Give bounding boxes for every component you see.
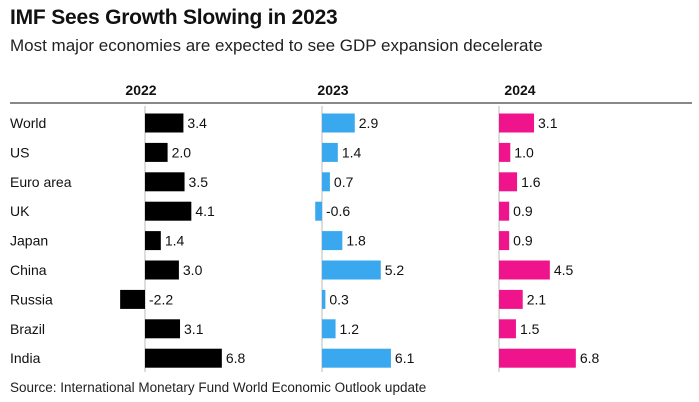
value-label-2024-china: 4.5: [554, 262, 574, 278]
value-label-2023-uk: -0.6: [326, 203, 350, 219]
value-label-2023-russia: 0.3: [329, 291, 349, 307]
value-label-2022-uk: 4.1: [195, 203, 215, 219]
bar-2022-russia: [120, 289, 145, 309]
bar-2023-india: [322, 348, 391, 368]
row-label-us: US: [10, 144, 29, 160]
column-header-2022: 2022: [125, 82, 156, 98]
row-label-euro-area: Euro area: [10, 174, 72, 190]
bar-2023-japan: [322, 231, 343, 251]
bar-2024-brazil: [499, 319, 516, 339]
value-label-2022-china: 3.0: [183, 262, 203, 278]
bar-2023-world: [322, 113, 355, 133]
value-label-2023-japan: 1.8: [346, 233, 366, 249]
bar-2022-world: [145, 113, 184, 133]
row-label-brazil: Brazil: [10, 321, 45, 337]
value-label-2024-us: 1.0: [514, 144, 534, 160]
bar-2022-japan: [145, 231, 161, 251]
bar-2022-uk: [145, 201, 192, 221]
value-label-2024-india: 6.8: [580, 350, 600, 366]
row-label-world: World: [10, 115, 46, 131]
value-label-2022-brazil: 3.1: [184, 321, 204, 337]
bar-2024-world: [499, 113, 535, 133]
row-label-japan: Japan: [10, 233, 48, 249]
row-label-uk: UK: [10, 203, 30, 219]
value-label-2024-uk: 0.9: [513, 203, 533, 219]
bar-2023-euro-area: [322, 172, 330, 192]
bar-2022-brazil: [145, 319, 181, 339]
value-label-2024-brazil: 1.5: [520, 321, 540, 337]
value-label-2023-brazil: 1.2: [340, 321, 360, 337]
bar-2024-euro-area: [499, 172, 518, 192]
value-label-2022-world: 3.4: [187, 115, 207, 131]
bar-2024-russia: [499, 289, 523, 309]
value-label-2023-world: 2.9: [359, 115, 379, 131]
value-label-2022-russia: -2.2: [149, 291, 173, 307]
value-label-2024-world: 3.1: [538, 115, 558, 131]
bar-2024-uk: [499, 201, 510, 221]
value-label-2023-india: 6.1: [395, 350, 415, 366]
bar-2024-china: [499, 260, 550, 280]
row-label-india: India: [10, 350, 41, 366]
value-label-2024-russia: 2.1: [527, 291, 547, 307]
value-label-2022-india: 6.8: [226, 350, 246, 366]
bar-2022-euro-area: [145, 172, 185, 192]
bar-2023-uk: [315, 201, 322, 221]
bar-2022-india: [145, 348, 222, 368]
value-label-2024-euro-area: 1.6: [521, 174, 541, 190]
column-header-2024: 2024: [504, 82, 535, 98]
value-label-2022-euro-area: 3.5: [189, 174, 209, 190]
bar-2024-japan: [499, 231, 510, 251]
source-note: Source: International Monetary Fund Worl…: [10, 380, 427, 395]
bar-2023-us: [322, 142, 338, 162]
row-label-china: China: [10, 262, 47, 278]
chart-subtitle: Most major economies are expected to see…: [10, 36, 543, 55]
value-label-2022-japan: 1.4: [165, 233, 185, 249]
chart-title: IMF Sees Growth Slowing in 2023: [10, 6, 338, 29]
value-label-2023-us: 1.4: [342, 144, 362, 160]
value-label-2022-us: 2.0: [172, 144, 192, 160]
bar-2022-china: [145, 260, 179, 280]
column-header-2023: 2023: [317, 82, 348, 98]
value-label-2024-japan: 0.9: [513, 233, 533, 249]
bar-2024-us: [499, 142, 511, 162]
value-label-2023-euro-area: 0.7: [334, 174, 354, 190]
bar-2022-us: [145, 142, 168, 162]
bar-2023-brazil: [322, 319, 336, 339]
bar-2023-china: [322, 260, 381, 280]
bar-2023-russia: [322, 289, 326, 309]
value-label-2023-china: 5.2: [385, 262, 405, 278]
row-label-russia: Russia: [10, 291, 53, 307]
bar-2024-india: [499, 348, 576, 368]
